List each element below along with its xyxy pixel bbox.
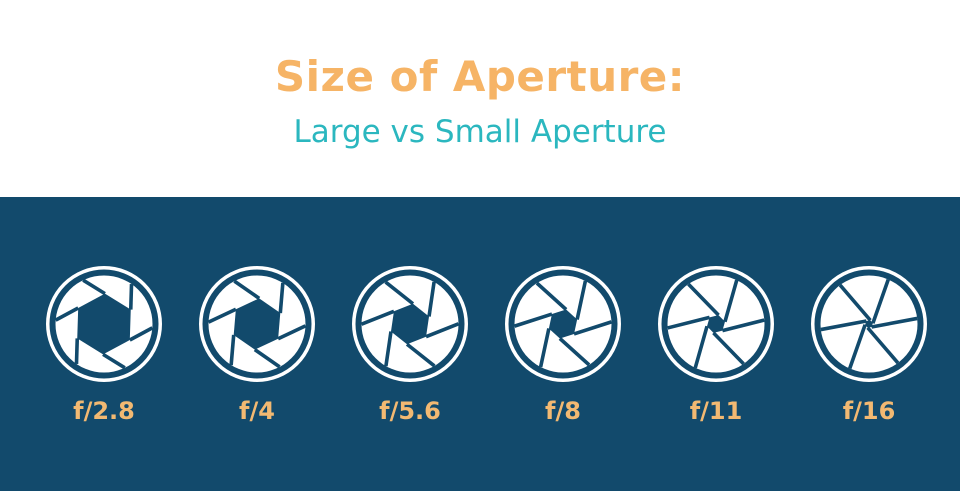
aperture-blade-seam — [229, 334, 236, 366]
aperture-blade-seam — [405, 342, 436, 368]
aperture-blade-seam — [128, 326, 154, 342]
aperture-panel — [0, 197, 960, 491]
f-stop-label: f/8 — [545, 397, 581, 425]
aperture-blade-seam — [712, 331, 745, 366]
aperture-blade-seam — [848, 324, 867, 370]
aperture-blade-seam — [277, 324, 307, 341]
aperture-blade-seam — [278, 282, 285, 314]
aperture-icon — [348, 262, 472, 386]
aperture-blade-seam — [667, 315, 711, 330]
aperture-svg — [505, 266, 621, 382]
aperture-blade-seam — [687, 282, 720, 317]
f-stop-label: f/4 — [239, 397, 275, 425]
aperture-blade-gaps — [820, 278, 918, 370]
aperture-blade-seam — [573, 320, 613, 336]
aperture-blade-seam — [535, 281, 568, 311]
aperture-blade-seam — [207, 307, 237, 324]
aperture-blade-seam — [838, 283, 872, 322]
aperture-blade-seam — [538, 328, 551, 368]
aperture-blade-seam — [723, 279, 739, 323]
aperture-icon — [42, 262, 166, 386]
aperture-svg — [46, 266, 162, 382]
aperture-blade-seam — [693, 325, 709, 369]
aperture-svg — [811, 266, 927, 382]
aperture-blade-gaps — [513, 280, 613, 368]
aperture-blade-seam — [102, 352, 126, 370]
aperture-blade-gaps — [207, 279, 307, 369]
aperture-opening — [390, 303, 430, 345]
aperture-blade-seam — [427, 281, 436, 317]
aperture-blade-seam — [820, 319, 867, 332]
aperture-blade-seam — [513, 312, 553, 328]
f-stop-label: f/2.8 — [73, 397, 135, 425]
aperture-blade-seam — [871, 316, 918, 329]
aperture-outer-ring — [658, 266, 774, 382]
aperture-outer-ring — [199, 266, 315, 382]
aperture-blade-seam — [128, 284, 134, 310]
aperture-outer-ring — [505, 266, 621, 382]
aperture-opening — [548, 309, 578, 339]
page-title: Size of Aperture: — [274, 52, 686, 101]
f-stop-label: f/5.6 — [379, 397, 441, 425]
aperture-blade-seam — [575, 280, 588, 320]
aperture-blade-seam — [253, 348, 281, 369]
aperture-svg — [199, 266, 315, 382]
aperture-opening — [77, 293, 131, 355]
aperture-outer-ring — [46, 266, 162, 382]
aperture-svg — [352, 266, 468, 382]
aperture-opening — [233, 298, 281, 350]
aperture-blade-seam — [82, 278, 106, 296]
aperture-blade-seam — [721, 318, 765, 333]
aperture-blade-seam — [74, 338, 80, 364]
aperture-outer-ring — [352, 266, 468, 382]
aperture-blade-seam — [384, 280, 415, 306]
aperture-opening — [707, 315, 725, 333]
aperture-blade-seam — [54, 306, 80, 322]
aperture-blade-seam — [233, 279, 261, 300]
aperture-blade-gaps — [360, 280, 460, 368]
aperture-blade-gaps — [54, 278, 154, 370]
page-subtitle: Large vs Small Aperture — [293, 114, 667, 150]
aperture-blade-seam — [384, 331, 393, 367]
aperture-svg — [658, 266, 774, 382]
aperture-icon — [807, 262, 931, 386]
aperture-blade-seam — [360, 309, 395, 326]
aperture-opening — [865, 320, 873, 328]
aperture-icon — [654, 262, 778, 386]
aperture-icon — [501, 262, 625, 386]
aperture-blade-gaps — [667, 279, 765, 369]
aperture-blade-seam — [871, 278, 890, 324]
aperture-blade-seam — [558, 337, 591, 367]
aperture-blade-seam — [425, 322, 460, 339]
aperture-icon — [195, 262, 319, 386]
f-stop-label: f/16 — [842, 397, 896, 425]
aperture-blade-seam — [866, 326, 900, 365]
header: Size of Aperture: Large vs Small Apertur… — [0, 0, 960, 197]
aperture-outer-ring — [811, 266, 927, 382]
f-stop-label: f/11 — [689, 397, 743, 425]
